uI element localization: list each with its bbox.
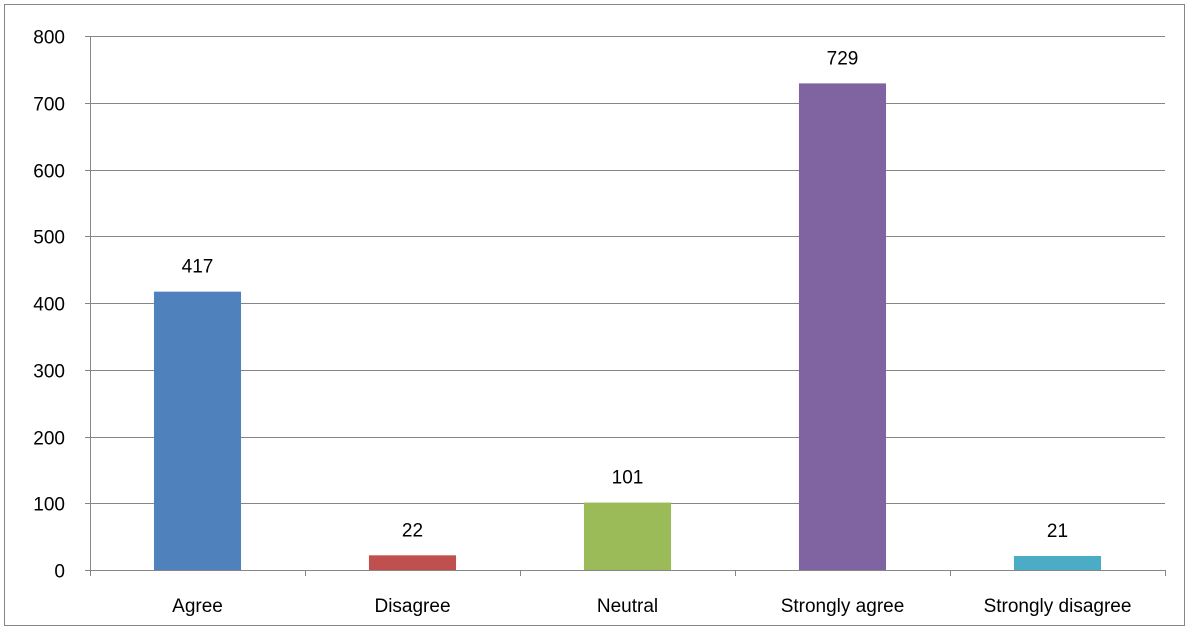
bar-neutral — [583, 502, 672, 570]
data-label: 101 — [612, 468, 644, 489]
data-label: 22 — [402, 520, 423, 541]
bars — [153, 83, 1102, 570]
y-tick-label: 200 — [33, 429, 65, 450]
y-tick-label: 700 — [33, 95, 65, 116]
y-tick-label: 800 — [33, 28, 65, 49]
y-tick-label: 400 — [33, 295, 65, 316]
y-tick-label: 300 — [33, 362, 65, 383]
x-tick-label: Strongly agree — [781, 596, 905, 617]
axes — [85, 36, 1166, 576]
x-tick-label: Neutral — [597, 596, 658, 617]
y-tick-labels: 0 100 200 300 400 500 600 700 800 — [33, 28, 65, 583]
gridlines — [90, 36, 1165, 504]
y-tick-label: 600 — [33, 162, 65, 183]
data-labels: 417 22 101 729 21 — [182, 48, 1068, 542]
bar-strongly-disagree — [1013, 555, 1102, 570]
bar-agree — [153, 291, 242, 570]
y-tick-label: 0 — [54, 562, 65, 583]
data-label: 21 — [1047, 521, 1068, 542]
bar-disagree — [368, 555, 457, 570]
data-label: 729 — [827, 48, 859, 69]
x-tick-label: Agree — [172, 596, 223, 617]
y-tick-label: 100 — [33, 495, 65, 516]
x-tick-label: Strongly disagree — [984, 596, 1132, 617]
bar-strongly-agree — [798, 83, 887, 570]
x-tick-label: Disagree — [374, 596, 450, 617]
x-tick-labels: Agree Disagree Neutral Strongly agree Strong… — [172, 596, 1131, 617]
y-tick-label: 500 — [33, 228, 65, 249]
data-label: 417 — [182, 257, 214, 278]
